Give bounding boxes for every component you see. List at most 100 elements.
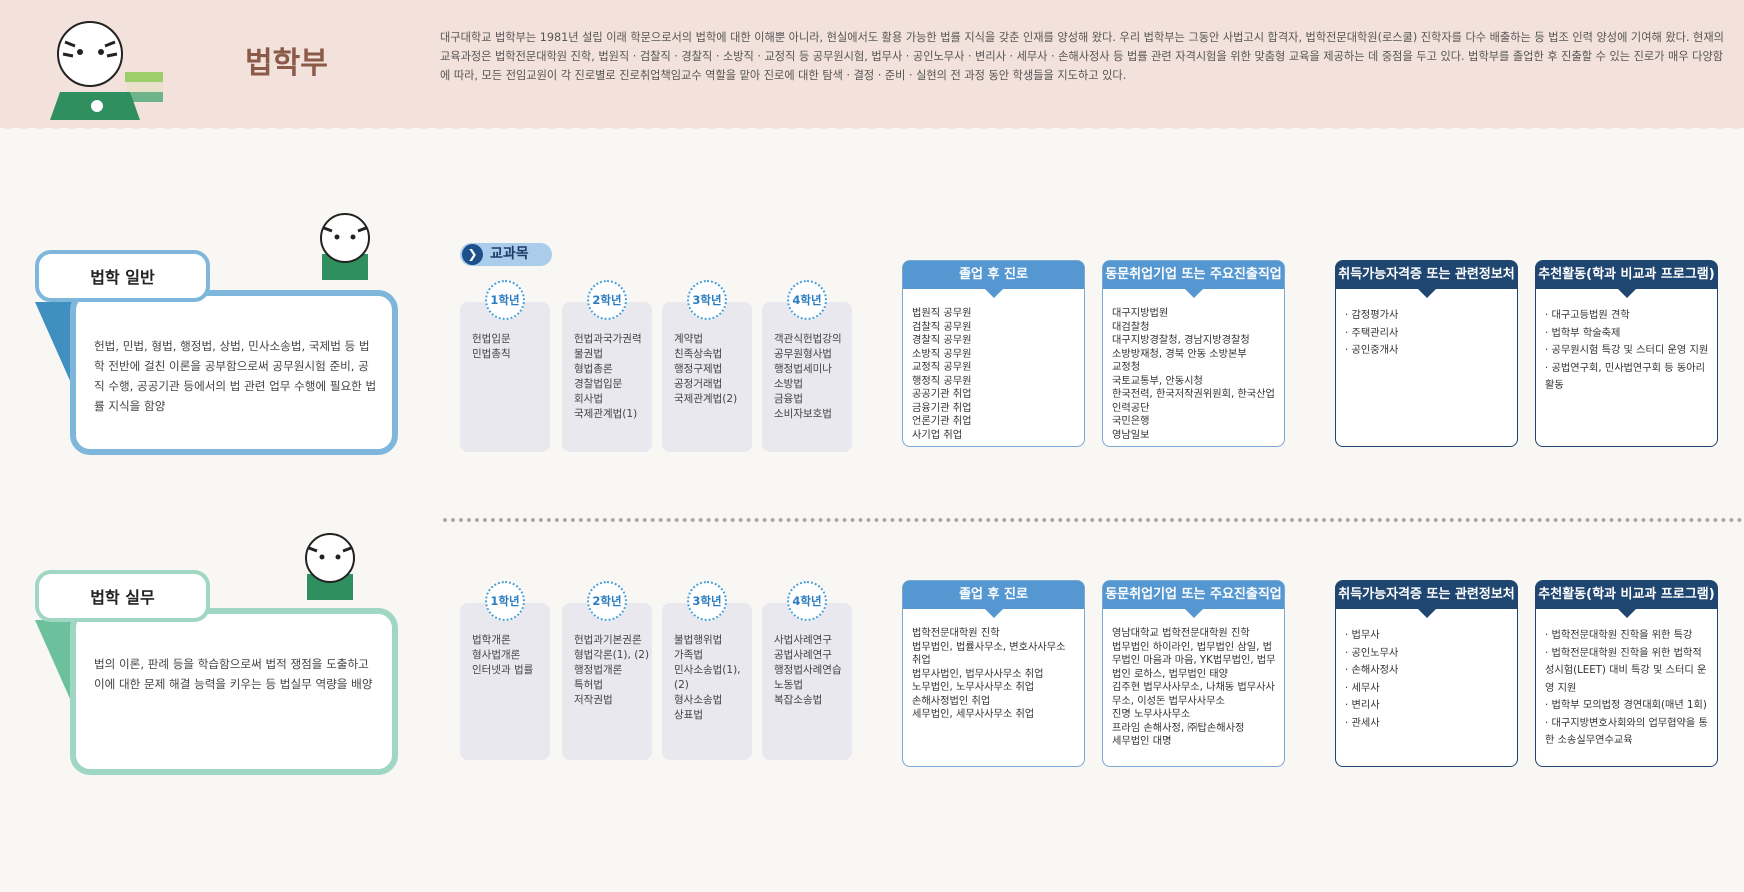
- section-divider: [443, 518, 1743, 522]
- list-item: · 공인노무사: [1345, 647, 1399, 659]
- list-item: · 공무원시험 특강 및 스터디 운영 지원: [1545, 345, 1709, 356]
- card-list: · 감정평가사 · 주택관리사 · 공인중개사: [1336, 289, 1517, 360]
- list-item: 경찰직 공무원: [912, 335, 972, 346]
- course-item: 공정거래법: [674, 378, 723, 390]
- card-list: 법원직 공무원 검찰직 공무원 경찰직 공무원 소방직 공무원 교정직 공무원 행정직 공…: [903, 289, 1084, 442]
- list-item: 세무법인 대명: [1112, 736, 1172, 747]
- year-card: 2학년 헌법과국가권력 물권법 형법총론 경찰법입문 회사법 국제관계법(1): [562, 280, 652, 452]
- course-item: 상표법: [674, 709, 703, 721]
- card-list: 대구지방법원 대검찰청 대구지방경찰청, 경남지방경찰청 소방방재청, 경북 안동 소…: [1103, 289, 1284, 442]
- header: [0, 0, 1744, 128]
- course-item: 행정구제법: [674, 363, 723, 375]
- list-item: · 공인중개사: [1345, 345, 1399, 356]
- info-card-careers: 졸업 후 진로 법학전문대학원 진학 법무법인, 법률사무소, 변호사사무소 취업 법…: [902, 580, 1085, 767]
- course-item: 저작권법: [574, 694, 613, 706]
- card-header: 졸업 후 진로: [903, 261, 1084, 298]
- year-badge: 1학년: [485, 581, 525, 621]
- course-item: 소비자보호법: [774, 408, 832, 420]
- track-description: 법의 이론, 판례 등을 학습함으로써 법적 쟁점을 도출하고 이에 대한 문제…: [70, 608, 398, 775]
- list-item: 한국전력, 한국저작권위원회, 한국산업인력공단: [1112, 389, 1275, 414]
- list-item: 언론기관 취업: [912, 416, 972, 427]
- tiger-mascot-laptop-icon: [50, 21, 163, 120]
- list-item: 손해사정법인 취업: [912, 695, 991, 707]
- list-item: 대구지방법원: [1112, 308, 1169, 319]
- course-item: 행정법세미나: [774, 363, 832, 375]
- track-title: 법학 일반: [35, 250, 210, 302]
- course-item: 사법사례연구: [774, 634, 832, 646]
- card-list: · 법학전문대학원 진학을 위한 특강 · 법학전문대학원 진학을 위한 법학적성…: [1536, 609, 1717, 750]
- info-card-activities: 추천활동(학과 비교과 프로그램) · 대구고등법원 견학 · 법학부 학술축제 · …: [1535, 260, 1718, 447]
- chevron-right-icon: ❯: [462, 244, 483, 265]
- course-item: 소방법: [774, 378, 803, 390]
- course-item: 법학개론: [472, 634, 511, 646]
- year-card: 4학년 객관식헌법강의 공무원형사법 행정법세미나 소방법 금융법 소비자보호법: [762, 280, 852, 452]
- list-item: 진명 노무사사무소: [1112, 709, 1191, 720]
- course-item: 특허법: [574, 679, 603, 691]
- course-item: 노동법: [774, 679, 803, 691]
- year-badge: 3학년: [687, 280, 727, 320]
- list-item: 교정직 공무원: [912, 362, 972, 373]
- course-item: 친족상속법: [674, 348, 723, 360]
- year-card: 1학년 법학개론 형사법개론 인터넷과 법률: [460, 581, 550, 760]
- list-item: · 대구고등법원 견학: [1545, 310, 1630, 321]
- list-item: 김주현 법무사사무소, 나채동 법무사사무소, 이성돈 법무사사무소: [1112, 682, 1275, 707]
- decorative-triangle: [35, 620, 75, 710]
- list-item: 사기업 취업: [912, 429, 963, 441]
- year-badge: 2학년: [587, 280, 627, 320]
- course-item: 금융법: [774, 393, 803, 405]
- info-card-employers: 동문취업기업 또는 주요진출직업 대구지방법원 대검찰청 대구지방경찰청, 경남지방경…: [1102, 260, 1285, 447]
- list-item: · 감정평가사: [1345, 310, 1399, 321]
- year-card: 4학년 사법사례연구 공법사례연구 행정법사례연습 노동법 복잡소송법: [762, 581, 852, 760]
- list-item: 영남대학교 법학전문대학원 진학: [1112, 628, 1250, 639]
- list-item: 법무법인 하이라인, 법무법인 삼일, 법무법인 마음과 마음, YK법무법인,…: [1112, 641, 1276, 680]
- course-item: 민법총칙: [472, 348, 511, 360]
- course-item: 불법행위법: [674, 634, 723, 646]
- tiger-mascot-icon: [305, 533, 355, 600]
- info-card-certificates: 취득가능자격증 또는 관련정보처 · 감정평가사 · 주택관리사 · 공인중개사: [1335, 260, 1518, 447]
- list-item: 공공기관 취업: [912, 389, 972, 400]
- track-title: 법학 실무: [35, 570, 210, 622]
- year-badge: 3학년: [687, 581, 727, 621]
- list-item: · 주택관리사: [1345, 327, 1399, 339]
- list-item: 교정청: [1112, 362, 1141, 373]
- decorative-triangle: [35, 302, 75, 392]
- curriculum-heading: ❯ 교과목: [460, 243, 552, 266]
- course-item: 형법총론: [574, 363, 613, 375]
- list-item: 노무법인, 노무사사무소 취업: [912, 682, 1035, 693]
- list-item: 대구지방경찰청, 경남지방경찰청: [1112, 335, 1250, 346]
- page-title: 법학부: [245, 46, 328, 81]
- list-item: 검찰직 공무원: [912, 321, 972, 333]
- course-item: 헌법입문: [472, 333, 511, 345]
- year-card: 3학년 계약법 친족상속법 행정구제법 공정거래법 국제관계법(2): [662, 280, 752, 452]
- card-header: 추천활동(학과 비교과 프로그램): [1536, 581, 1717, 618]
- list-item: · 공법연구회, 민사법연구회 등 동아리 활동: [1545, 362, 1706, 392]
- header-scallop-edge: [0, 122, 1744, 134]
- list-item: 대검찰청: [1112, 321, 1150, 333]
- info-card-certificates: 취득가능자격증 또는 관련정보처 · 법무사 · 공인노무사 · 손해사정사 · 세무사…: [1335, 580, 1518, 767]
- course-item: 헌법과기본권론: [574, 634, 642, 646]
- card-list: · 법무사 · 공인노무사 · 손해사정사 · 세무사 · 변리사 · 관세사: [1336, 609, 1517, 732]
- course-item: 가족법: [674, 649, 703, 661]
- course-item: 공무원형사법: [774, 348, 832, 360]
- course-item: 회사법: [574, 393, 603, 405]
- card-header: 졸업 후 진로: [903, 581, 1084, 618]
- intro-text: 대구대학교 법학부는 1981년 설립 이래 학문으로서의 법학에 대한 이해뿐…: [440, 31, 1724, 82]
- track-description: 헌법, 민법, 형법, 행정법, 상법, 민사소송법, 국제법 등 법학 전반에…: [70, 290, 398, 455]
- course-item: 복잡소송법: [774, 694, 823, 706]
- course-item: 행정법개론: [574, 664, 623, 676]
- course-item: 인터넷과 법률: [472, 664, 534, 676]
- list-item: · 법학부 학술축제: [1545, 327, 1621, 339]
- list-item: 법무법인, 법률사무소, 변호사사무소 취업: [912, 641, 1066, 667]
- list-item: · 손해사정사: [1345, 665, 1399, 676]
- list-item: 금융기관 취업: [912, 402, 972, 414]
- card-header: 취득가능자격증 또는 관련정보처: [1336, 581, 1517, 618]
- list-item: · 법학부 모의법정 경연대회(매년 1회): [1545, 700, 1707, 711]
- list-item: 국민은행: [1112, 416, 1150, 427]
- course-item: 헌법과국가권력: [574, 333, 642, 345]
- course-item: 행정법사례연습: [774, 664, 842, 676]
- course-item: 물권법: [574, 348, 603, 360]
- list-item: 법학전문대학원 진학: [912, 628, 1000, 639]
- info-card-activities: 추천활동(학과 비교과 프로그램) · 법학전문대학원 진학을 위한 특강 · 법학…: [1535, 580, 1718, 767]
- card-header: 추천활동(학과 비교과 프로그램): [1536, 261, 1717, 298]
- course-item: 객관식헌법강의: [774, 333, 842, 345]
